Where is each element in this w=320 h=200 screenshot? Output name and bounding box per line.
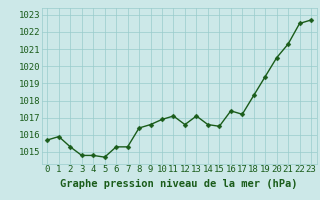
X-axis label: Graphe pression niveau de la mer (hPa): Graphe pression niveau de la mer (hPa) bbox=[60, 179, 298, 189]
